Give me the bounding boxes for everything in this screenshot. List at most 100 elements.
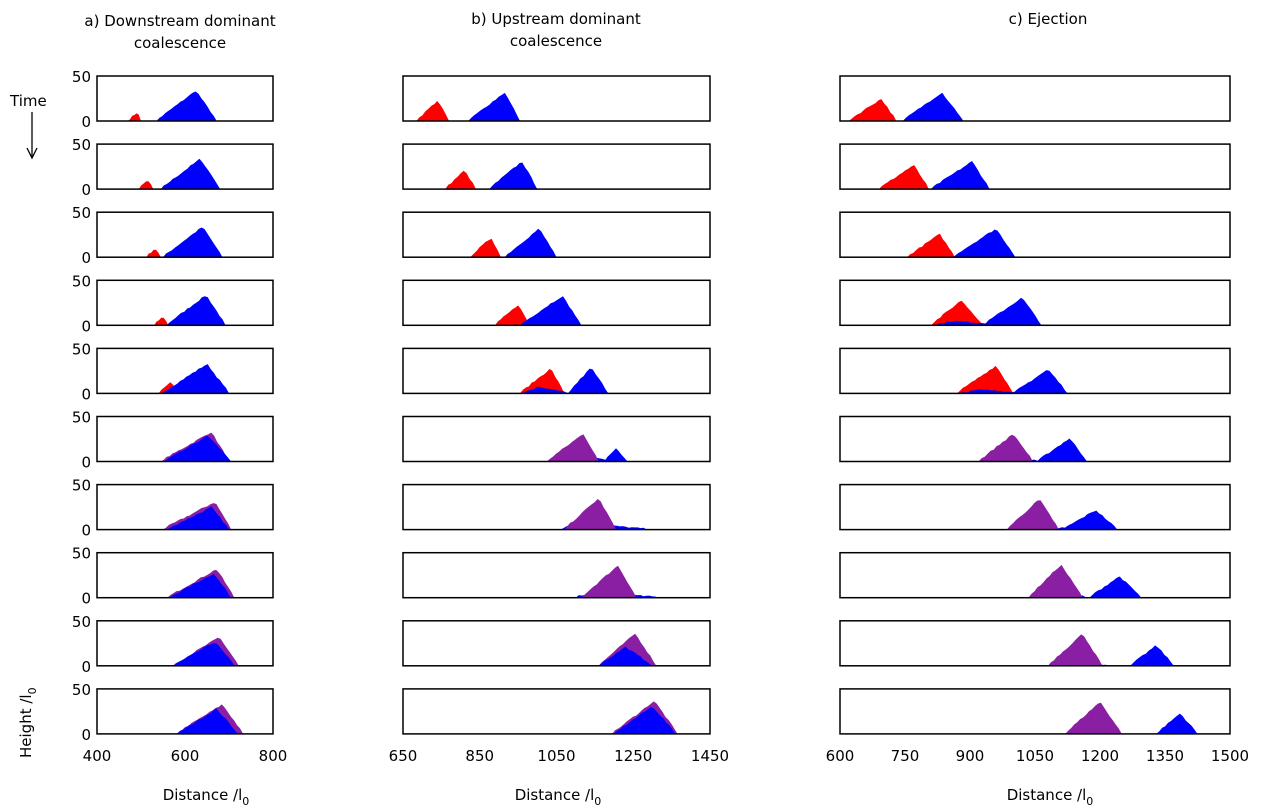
dune-downstream-c-4-3 xyxy=(983,297,1042,326)
dune-upstream-c-3-1 xyxy=(907,233,955,258)
dune-mixed-b-7-2 xyxy=(564,499,616,530)
panel-frame xyxy=(839,415,1231,463)
x-tick-label-a: 400 xyxy=(83,747,112,765)
dune-upstream-b-1-1 xyxy=(416,101,450,121)
dune-downstream-b-5-2 xyxy=(522,386,568,394)
dune-downstream-b-10-2 xyxy=(614,706,676,734)
panel-b-9 xyxy=(402,620,711,667)
x-tick-label-b: 1050 xyxy=(537,747,575,765)
panel-frame xyxy=(402,75,711,122)
panel-a-4: 0 50 xyxy=(72,272,274,335)
panel-frame xyxy=(96,415,274,463)
panel-a-9: 0 50 xyxy=(72,613,274,676)
panel-grid: 0 50 0 50 0 50 0 50 0 50 0 50 0 50 0 50 0 50 0 50 400 600 800 6… xyxy=(72,68,1249,765)
time-arrow-icon xyxy=(26,112,38,160)
x-axis-label-c: Distance /l0 xyxy=(1007,786,1094,805)
title-a-line-1: a) Downstream dominant xyxy=(84,12,275,30)
panel-b-8 xyxy=(402,551,711,599)
panel-frame xyxy=(839,688,1231,735)
y-tick-label: 50 xyxy=(72,340,91,358)
panel-c-10 xyxy=(839,688,1231,735)
panel-b-7 xyxy=(402,483,711,531)
title-a-line-2: coalescence xyxy=(134,34,226,52)
y-tick-label: 0 xyxy=(81,522,91,540)
y-tick-label: 50 xyxy=(72,681,91,699)
title-a: a) Downstream dominant coalescence xyxy=(84,12,275,52)
panel-frame xyxy=(839,279,1231,327)
panel-frame xyxy=(839,551,1231,599)
y-tick-label: 50 xyxy=(72,204,91,222)
y-tick-label: 0 xyxy=(81,249,91,267)
panel-a-2: 0 50 xyxy=(72,136,274,199)
panel-frame xyxy=(402,551,711,599)
title-b-line-2: coalescence xyxy=(510,32,602,50)
dune-downstream-b-1-2 xyxy=(468,92,520,121)
dune-mixed-b-8-2 xyxy=(581,565,637,598)
panel-c-6 xyxy=(839,415,1231,463)
panel-b-6 xyxy=(402,415,711,463)
y-tick-label: 0 xyxy=(81,726,91,744)
x-tick-label-c: 1050 xyxy=(1016,747,1054,765)
dune-downstream-b-6-3 xyxy=(604,448,628,462)
y-axis-label-text: Height /l xyxy=(17,694,35,758)
panel-a-6: 0 50 xyxy=(72,409,274,472)
panel-frame xyxy=(402,688,711,735)
title-c-line-1: c) Ejection xyxy=(1009,10,1088,28)
x-axis-label-b-sub: 0 xyxy=(594,795,601,805)
panel-b-1 xyxy=(402,75,711,122)
title-b-line-1: b) Upstream dominant xyxy=(471,10,641,28)
y-tick-label: 50 xyxy=(72,613,91,631)
dune-downstream-a-9-2 xyxy=(174,643,235,666)
panel-c-7 xyxy=(839,483,1231,531)
dune-mixed-c-6-2 xyxy=(978,434,1033,462)
panel-b-2 xyxy=(402,143,711,190)
panel-b-3 xyxy=(402,211,711,258)
y-axis-label: Height /l0 xyxy=(17,687,39,758)
panel-frame xyxy=(96,279,274,327)
panel-frame xyxy=(839,347,1231,395)
dune-downstream-a-4-2 xyxy=(166,296,226,326)
x-axis-label-c-text: Distance /l xyxy=(1007,786,1087,804)
dune-upstream-c-4-1 xyxy=(931,300,983,326)
dune-upstream-a-2-1 xyxy=(138,181,154,190)
dune-upstream-b-5-1 xyxy=(520,368,565,394)
dune-downstream-c-5-3 xyxy=(1013,370,1068,394)
panel-c-4 xyxy=(839,279,1231,327)
dune-downstream-c-2-2 xyxy=(931,161,990,190)
x-tick-label-c: 900 xyxy=(956,747,985,765)
y-tick-label: 50 xyxy=(72,68,91,86)
panel-frame xyxy=(839,211,1231,258)
dune-downstream-a-5-2 xyxy=(162,364,229,394)
panel-b-10 xyxy=(402,688,711,735)
dune-downstream-a-1-2 xyxy=(156,91,217,121)
x-tick-label-a: 800 xyxy=(259,747,288,765)
y-tick-label: 50 xyxy=(72,136,91,154)
panel-frame xyxy=(96,75,274,122)
x-tick-label-c: 1200 xyxy=(1081,747,1119,765)
panel-a-1: 0 50 xyxy=(72,68,274,131)
panel-frame xyxy=(96,551,274,599)
panel-a-5: 0 50 xyxy=(72,340,274,403)
dune-downstream-c-6-3 xyxy=(1037,438,1087,462)
x-tick-label-a: 600 xyxy=(171,747,200,765)
panel-c-2 xyxy=(839,143,1231,190)
dune-downstream-b-2-2 xyxy=(489,162,538,190)
panel-frame xyxy=(402,143,711,190)
dune-upstream-c-1-1 xyxy=(848,99,897,121)
panel-frame xyxy=(96,620,274,667)
dune-mixed-c-9-2 xyxy=(1048,634,1103,666)
dune-upstream-a-1-1 xyxy=(127,113,141,121)
x-axis-label-c-sub: 0 xyxy=(1086,795,1093,805)
panel-a-10: 0 50 xyxy=(72,681,274,744)
y-tick-label: 0 xyxy=(81,181,91,199)
dune-downstream-b-4-2 xyxy=(520,296,582,326)
dune-downstream-a-2-2 xyxy=(160,158,221,190)
dune-downstream-a-8-2 xyxy=(169,573,232,598)
dune-downstream-b-3-2 xyxy=(504,228,557,258)
y-tick-label: 0 xyxy=(81,317,91,335)
panel-frame xyxy=(839,143,1231,190)
x-tick-label-b: 1250 xyxy=(614,747,652,765)
y-tick-label: 50 xyxy=(72,409,91,427)
y-tick-label: 50 xyxy=(72,477,91,495)
y-axis-label-sub: 0 xyxy=(26,687,39,694)
